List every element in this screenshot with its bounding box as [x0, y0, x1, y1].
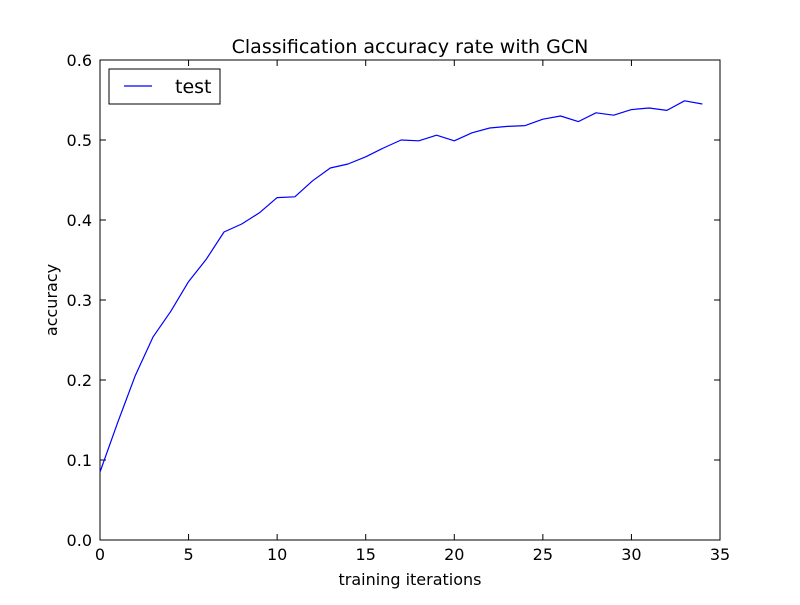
y-tick-label: 0.3 — [67, 291, 92, 310]
x-tick-label: 30 — [621, 545, 641, 564]
x-tick-label: 35 — [710, 545, 730, 564]
y-tick-label: 0.6 — [67, 51, 92, 70]
y-tick-label: 0.2 — [67, 371, 92, 390]
x-tick-label: 15 — [356, 545, 376, 564]
legend: test — [108, 68, 221, 105]
legend-label: test — [175, 76, 212, 98]
x-axis-label: training iterations — [339, 570, 482, 589]
axis-ticks — [99, 59, 721, 541]
x-tick-label: 20 — [444, 545, 464, 564]
chart-title: Classification accuracy rate with GCN — [232, 36, 589, 58]
series-line-test — [99, 100, 703, 473]
x-tick-label: 5 — [183, 545, 193, 564]
x-tick-label: 10 — [267, 545, 287, 564]
x-tick-label: 0 — [95, 545, 105, 564]
y-tick-label: 0.0 — [67, 531, 92, 550]
plot-area — [99, 59, 721, 541]
x-tick-label: 25 — [533, 545, 553, 564]
y-axis-label: accuracy — [42, 264, 61, 336]
x-tick-labels: 0 5 10 15 20 25 30 35 — [95, 545, 730, 564]
y-tick-label: 0.1 — [67, 451, 92, 470]
y-tick-label: 0.5 — [67, 131, 92, 150]
series-layer — [99, 100, 703, 473]
y-tick-label: 0.4 — [67, 211, 92, 230]
y-tick-labels: 0.0 0.1 0.2 0.3 0.4 0.5 0.6 — [67, 51, 92, 550]
